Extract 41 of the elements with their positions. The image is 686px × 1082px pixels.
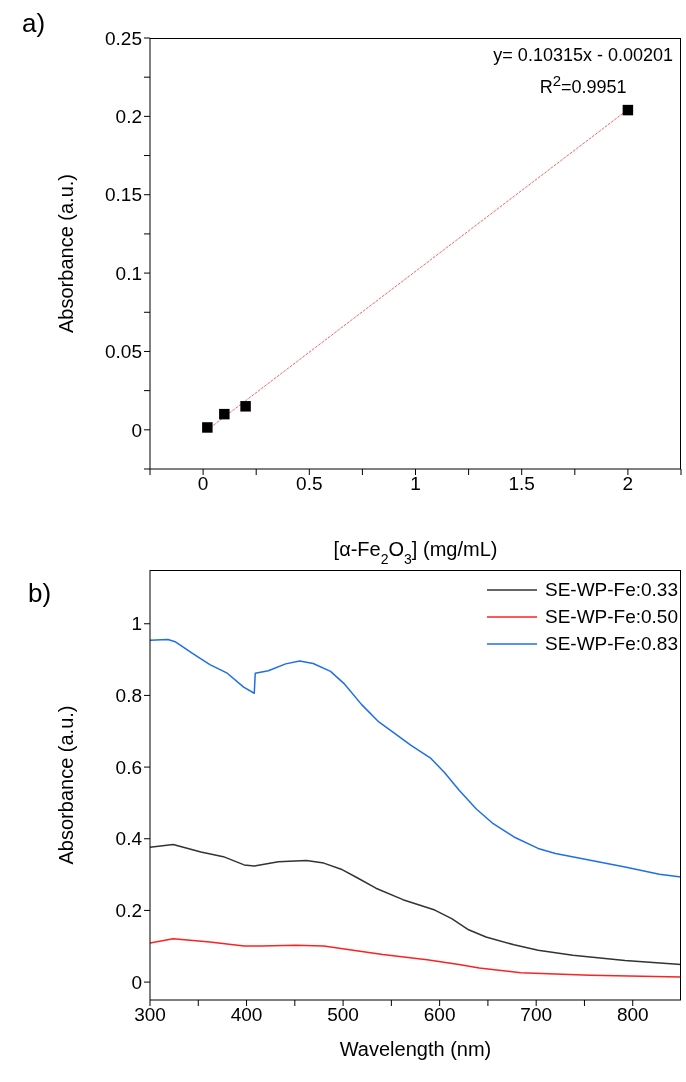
y-axis-title: Absorbance (a.u.) bbox=[55, 705, 77, 865]
x-axis-title: Wavelength (nm) bbox=[339, 1038, 492, 1060]
line-series bbox=[150, 843, 681, 966]
line-series bbox=[150, 937, 681, 978]
chart-title: a) bbox=[22, 8, 46, 39]
chart-title: b) bbox=[28, 578, 52, 609]
x-tick-label: 2 bbox=[622, 473, 634, 495]
x-tick-label: 0 bbox=[197, 473, 209, 495]
line-series bbox=[150, 638, 681, 878]
y-tick-label: 0.1 bbox=[115, 262, 142, 284]
y-tick-label: 0 bbox=[131, 419, 142, 441]
legend-label: SE-WP-Fe:0.50 bbox=[544, 605, 678, 629]
y-tick-label: 0.8 bbox=[115, 685, 142, 707]
x-tick-label: 800 bbox=[616, 1004, 649, 1026]
y-axis-title: Absorbance (a.u.) bbox=[55, 174, 77, 333]
y-tick-label: 0.6 bbox=[115, 756, 142, 778]
y-tick-label: 0.2 bbox=[115, 106, 142, 128]
legend-label: SE-WP-Fe:0.33 bbox=[544, 578, 678, 602]
point bbox=[219, 408, 230, 420]
y-tick-label: 0.15 bbox=[105, 184, 142, 206]
x-axis-title: [α-Fe$_{2}$O$_{3}$] (mg/mL) bbox=[333, 538, 498, 567]
point bbox=[240, 401, 251, 412]
y-tick-label: 0.4 bbox=[115, 828, 143, 850]
y-tick-label: 0.25 bbox=[105, 27, 142, 49]
point bbox=[622, 104, 634, 116]
x-tick-label: 500 bbox=[327, 1004, 359, 1026]
y-tick-label: 0 bbox=[131, 971, 142, 993]
x-tick-label: 700 bbox=[520, 1004, 553, 1026]
y-tick-label: 1 bbox=[131, 613, 142, 635]
x-tick-label: 1 bbox=[410, 473, 421, 495]
annotation: R$^{2}$=0.9951 bbox=[538, 71, 628, 99]
x-tick-label: 600 bbox=[423, 1004, 456, 1026]
y-tick-label: 0.2 bbox=[115, 900, 142, 922]
legend-label: SE-WP-Fe:0.83 bbox=[544, 632, 678, 656]
x-tick-label: 300 bbox=[134, 1004, 166, 1026]
point bbox=[202, 422, 213, 433]
x-tick-label: 400 bbox=[230, 1004, 263, 1026]
x-tick-label: 1.5 bbox=[508, 473, 535, 495]
y-tick-label: 0.05 bbox=[105, 341, 142, 363]
annotation: y= 0.10315x - 0.00201 bbox=[493, 44, 673, 67]
x-tick-label: 0.5 bbox=[296, 473, 323, 495]
